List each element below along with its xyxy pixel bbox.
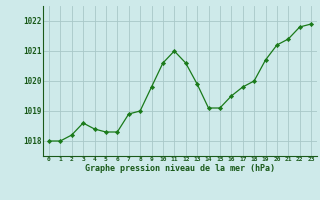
X-axis label: Graphe pression niveau de la mer (hPa): Graphe pression niveau de la mer (hPa) [85, 164, 275, 173]
